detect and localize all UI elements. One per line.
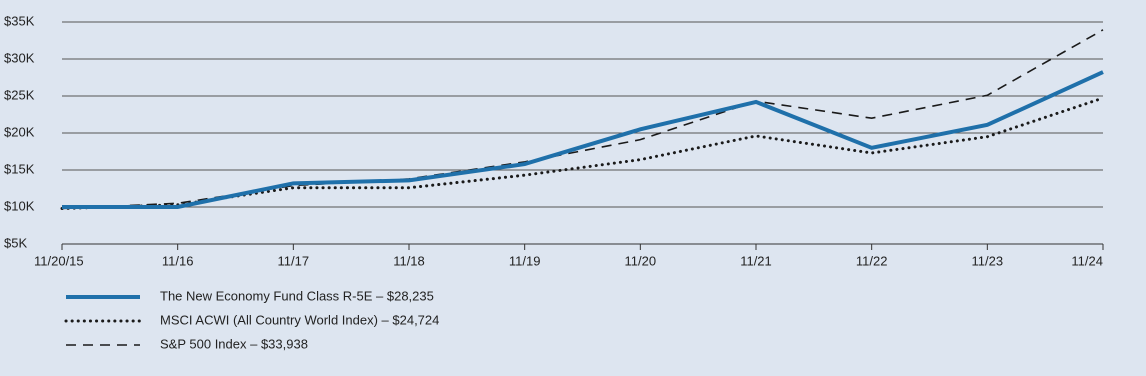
x-tick-label: 11/22 <box>856 253 888 268</box>
x-tick-label: 11/19 <box>509 253 541 268</box>
y-tick-label: $35K <box>4 13 35 28</box>
x-tick-label: 11/20 <box>625 253 657 268</box>
y-tick-label: $30K <box>4 50 35 65</box>
y-tick-label: $5K <box>4 235 27 250</box>
legend-label: S&P 500 Index – $33,938 <box>160 336 308 351</box>
legend-label: MSCI ACWI (All Country World Index) – $2… <box>160 312 439 327</box>
series-line <box>60 96 1105 210</box>
x-tick-label: 11/17 <box>278 253 310 268</box>
y-tick-label: $15K <box>4 161 35 176</box>
x-tick-label: 11/24 <box>1071 253 1103 268</box>
series-line <box>62 70 1104 209</box>
series-line <box>61 29 1104 210</box>
y-tick-label: $20K <box>4 124 35 139</box>
x-tick-label: 11/18 <box>393 253 425 268</box>
x-tick-label: 11/20/15 <box>34 253 84 268</box>
legend-label: The New Economy Fund Class R-5E – $28,23… <box>160 288 434 303</box>
x-tick-label: 11/21 <box>740 253 772 268</box>
y-tick-label: $10K <box>4 198 35 213</box>
x-tick-label: 11/16 <box>162 253 194 268</box>
x-tick-label: 11/23 <box>972 253 1004 268</box>
y-tick-label: $25K <box>4 87 35 102</box>
